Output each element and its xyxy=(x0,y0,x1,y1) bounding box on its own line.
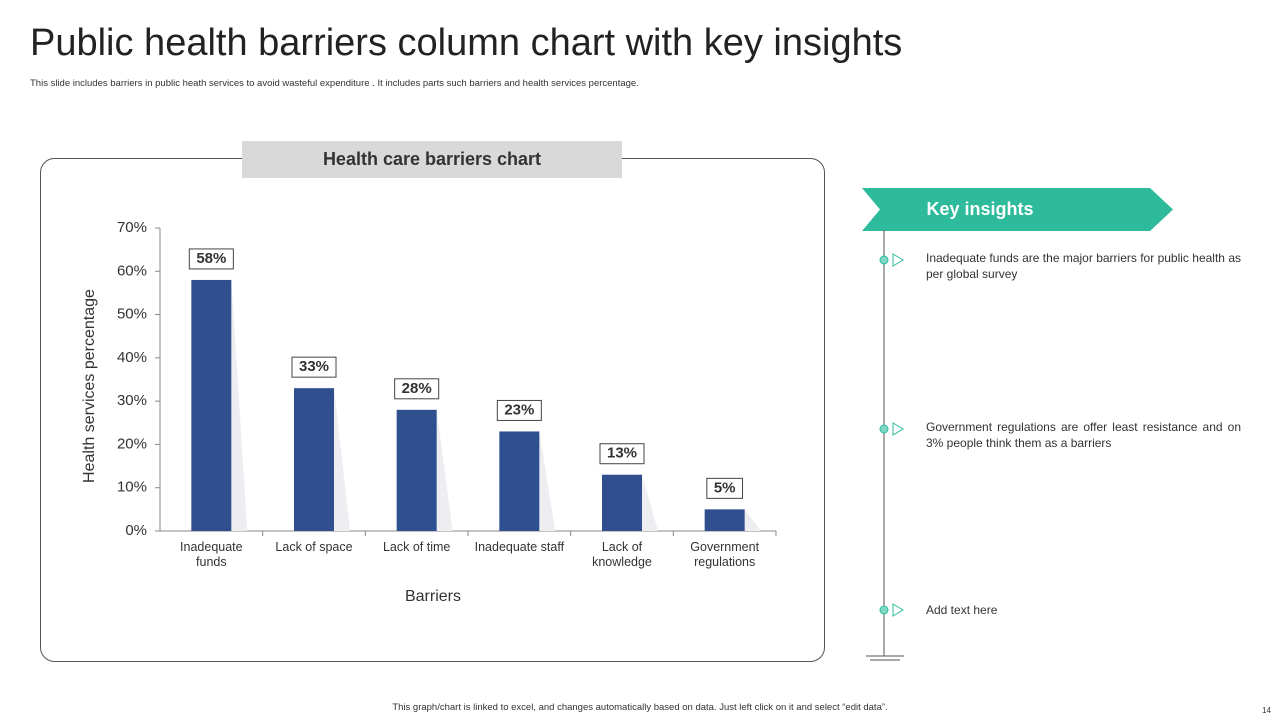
value-label-box xyxy=(291,356,337,378)
insights-banner xyxy=(862,188,1173,231)
bar xyxy=(602,474,642,531)
y-axis-title: Health services percentage xyxy=(81,289,98,483)
y-tick-label: 30% xyxy=(117,392,147,409)
value-label: 13% xyxy=(607,445,637,462)
y-tick-label: 40% xyxy=(117,349,147,366)
bar-shadow xyxy=(539,431,556,531)
insight-text: Inadequate funds are the major barriers … xyxy=(926,251,1241,281)
x-axis-title: Barriers xyxy=(405,588,461,605)
bar-shadow xyxy=(642,474,658,531)
value-label: 33% xyxy=(299,358,329,375)
marker xyxy=(879,603,904,617)
slide-title: Public health barriers column chart with… xyxy=(30,22,903,64)
y-tick-label: 70% xyxy=(117,219,147,236)
page-number: 14 xyxy=(1262,706,1271,715)
bar xyxy=(396,409,437,531)
x-tick-label: Lack of space xyxy=(275,540,353,554)
marker xyxy=(879,422,904,436)
value-label: 58% xyxy=(196,250,226,267)
bar-shadow xyxy=(231,279,248,531)
bar xyxy=(499,431,540,531)
value-label-box xyxy=(394,378,440,400)
value-label-box xyxy=(496,399,542,421)
bar-shadow xyxy=(334,388,350,531)
insights-title: Key insights xyxy=(926,199,1033,219)
value-label: 28% xyxy=(402,380,432,397)
insight-text: Add text here xyxy=(926,603,998,617)
bar-shadow xyxy=(436,409,453,531)
x-tick-label: Inadequate funds xyxy=(180,540,243,569)
value-label-box xyxy=(706,477,744,499)
bar xyxy=(294,388,334,531)
x-tick-label: Government regulations xyxy=(690,540,760,569)
y-tick-label: 10% xyxy=(117,479,147,496)
x-tick-label: Lack of time xyxy=(382,540,451,554)
chart-title-tab xyxy=(242,141,622,178)
value-label: 23% xyxy=(504,401,534,418)
bar xyxy=(704,509,745,531)
bar-shadow xyxy=(744,509,761,531)
y-tick-label: 50% xyxy=(117,306,147,323)
x-tick-label: Inadequate staff xyxy=(474,540,565,554)
bar xyxy=(191,279,232,531)
slide-subtitle: This slide includes barriers in public h… xyxy=(30,78,639,89)
x-tick-label: Lack of knowledge xyxy=(592,540,652,569)
y-tick-label: 0% xyxy=(125,522,147,539)
insight-text: Government regulations are offer least r… xyxy=(926,420,1241,450)
value-label: 5% xyxy=(714,479,736,496)
value-label-box xyxy=(599,443,645,465)
y-tick-label: 60% xyxy=(117,262,147,279)
marker xyxy=(879,253,904,267)
chart-title: Health care barriers chart xyxy=(323,149,541,169)
value-label-box xyxy=(188,248,234,270)
footer-note: This graph/chart is linked to excel, and… xyxy=(392,702,888,713)
y-tick-label: 20% xyxy=(117,435,147,452)
